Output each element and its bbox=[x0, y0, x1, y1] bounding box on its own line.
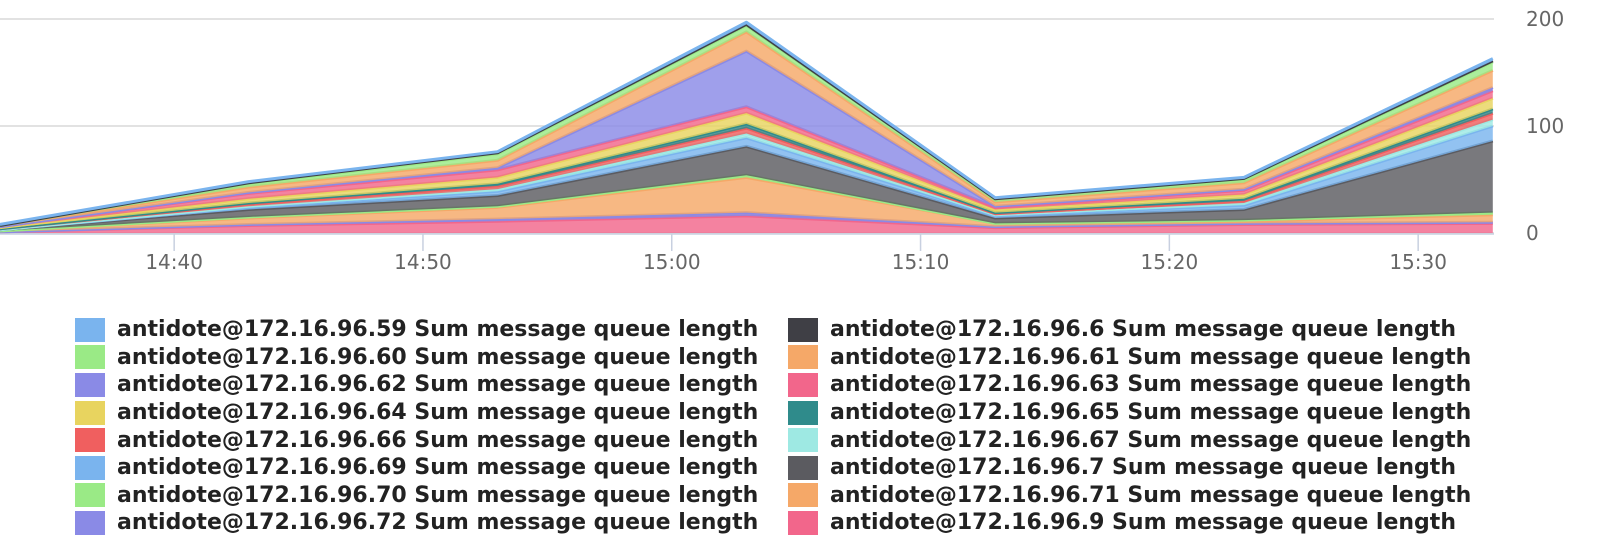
legend-label: antidote@172.16.96.59 Sum message queue … bbox=[117, 317, 759, 343]
legend-swatch bbox=[788, 455, 818, 480]
legend-item[interactable]: antidote@172.16.96.72 Sum message queue … bbox=[75, 509, 788, 537]
legend-item[interactable]: antidote@172.16.96.61 Sum message queue … bbox=[788, 344, 1501, 372]
legend-swatch bbox=[788, 510, 818, 535]
legend-label: antidote@172.16.96.66 Sum message queue … bbox=[117, 427, 759, 453]
area-series-2 bbox=[0, 177, 1493, 232]
area-series-0 bbox=[0, 215, 1493, 233]
area-series-12 bbox=[0, 31, 1493, 227]
legend-label: antidote@172.16.96.9 Sum message queue l… bbox=[830, 510, 1456, 536]
x-axis: 14:40 14:50 15:00 15:10 15:20 15:30 bbox=[0, 233, 1494, 274]
x-tick-label: 15:00 bbox=[643, 250, 701, 274]
legend-item[interactable]: antidote@172.16.96.59 Sum message queue … bbox=[75, 316, 788, 344]
legend-swatch bbox=[75, 483, 105, 508]
legend-item[interactable]: antidote@172.16.96.70 Sum message queue … bbox=[75, 482, 788, 510]
legend-item[interactable]: antidote@172.16.96.60 Sum message queue … bbox=[75, 344, 788, 372]
area-series-11 bbox=[0, 51, 1493, 227]
legend-label: antidote@172.16.96.72 Sum message queue … bbox=[117, 510, 759, 536]
legend: antidote@172.16.96.59 Sum message queue … bbox=[75, 316, 1555, 537]
y-tick-label: 100 bbox=[1526, 114, 1564, 138]
legend-swatch bbox=[788, 372, 818, 397]
legend-item[interactable]: antidote@172.16.96.63 Sum message queue … bbox=[788, 371, 1501, 399]
legend-swatch bbox=[788, 345, 818, 370]
legend-swatch bbox=[75, 400, 105, 425]
y-tick-label: 0 bbox=[1526, 221, 1539, 245]
legend-label: antidote@172.16.96.67 Sum message queue … bbox=[830, 427, 1472, 453]
legend-swatch bbox=[75, 345, 105, 370]
y-axis: 0 100 200 bbox=[1526, 7, 1564, 245]
legend-item[interactable]: antidote@172.16.96.69 Sum message queue … bbox=[75, 454, 788, 482]
legend-item[interactable]: antidote@172.16.96.6 Sum message queue l… bbox=[788, 316, 1501, 344]
legend-label: antidote@172.16.96.70 Sum message queue … bbox=[117, 482, 759, 508]
legend-swatch bbox=[788, 483, 818, 508]
legend-swatch bbox=[75, 317, 105, 342]
legend-swatch bbox=[788, 317, 818, 342]
legend-label: antidote@172.16.96.60 Sum message queue … bbox=[117, 344, 759, 370]
stacked-area-chart: 14:40 14:50 15:00 15:10 15:20 15:30 0 100 200 bbox=[0, 7, 1564, 274]
x-tick-label: 15:20 bbox=[1141, 250, 1199, 274]
legend-label: antidote@172.16.96.64 Sum message queue … bbox=[117, 400, 759, 426]
legend-item[interactable]: antidote@172.16.96.7 Sum message queue l… bbox=[788, 454, 1501, 482]
legend-swatch bbox=[788, 428, 818, 453]
legend-swatch bbox=[788, 400, 818, 425]
legend-label: antidote@172.16.96.61 Sum message queue … bbox=[830, 344, 1472, 370]
legend-swatch bbox=[75, 372, 105, 397]
legend-label: antidote@172.16.96.69 Sum message queue … bbox=[117, 455, 759, 481]
legend-item[interactable]: antidote@172.16.96.62 Sum message queue … bbox=[75, 371, 788, 399]
x-tick-label: 14:40 bbox=[145, 250, 203, 274]
legend-label: antidote@172.16.96.62 Sum message queue … bbox=[117, 372, 759, 398]
legend-label: antidote@172.16.96.71 Sum message queue … bbox=[830, 482, 1472, 508]
legend-item[interactable]: antidote@172.16.96.71 Sum message queue … bbox=[788, 482, 1501, 510]
legend-swatch bbox=[75, 510, 105, 535]
legend-swatch bbox=[75, 455, 105, 480]
area-series-group bbox=[0, 20, 1494, 234]
x-tick-label: 15:30 bbox=[1389, 250, 1447, 274]
legend-label: antidote@172.16.96.7 Sum message queue l… bbox=[830, 455, 1456, 481]
series-line-15 bbox=[0, 20, 1494, 226]
legend-label: antidote@172.16.96.63 Sum message queue … bbox=[830, 372, 1472, 398]
area-series-4 bbox=[0, 140, 1493, 231]
legend-item[interactable]: antidote@172.16.96.64 Sum message queue … bbox=[75, 399, 788, 427]
legend-swatch bbox=[75, 428, 105, 453]
legend-item[interactable]: antidote@172.16.96.67 Sum message queue … bbox=[788, 426, 1501, 454]
legend-item[interactable]: antidote@172.16.96.66 Sum message queue … bbox=[75, 426, 788, 454]
legend-item[interactable]: antidote@172.16.96.65 Sum message queue … bbox=[788, 399, 1501, 427]
legend-item[interactable]: antidote@172.16.96.9 Sum message queue l… bbox=[788, 509, 1501, 537]
x-tick-label: 15:10 bbox=[892, 250, 950, 274]
y-tick-label: 200 bbox=[1526, 7, 1564, 31]
x-tick-label: 14:50 bbox=[394, 250, 452, 274]
legend-label: antidote@172.16.96.65 Sum message queue … bbox=[830, 400, 1472, 426]
legend-label: antidote@172.16.96.6 Sum message queue l… bbox=[830, 317, 1456, 343]
